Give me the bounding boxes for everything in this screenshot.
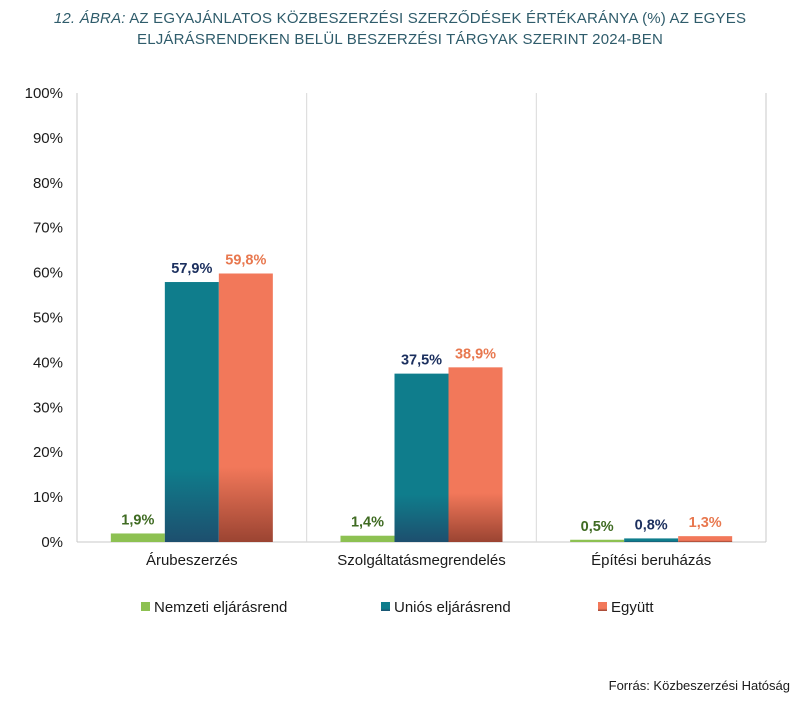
- y-tick-label: 80%: [33, 175, 63, 192]
- category-label: Árubeszerzés: [146, 552, 238, 569]
- data-label: 38,9%: [455, 346, 496, 362]
- y-tick-label: 0%: [41, 534, 63, 551]
- bar: [394, 373, 449, 542]
- data-label: 37,5%: [401, 353, 442, 369]
- data-label: 59,8%: [225, 252, 266, 268]
- chart-title: 12. ÁBRA: AZ EGYAJÁNLATOS KÖZBESZERZÉSI …: [0, 8, 800, 50]
- source-note: Forrás: Közbeszerzési Hatóság: [608, 678, 790, 693]
- bar: [340, 535, 395, 542]
- y-tick-label: 100%: [25, 85, 63, 102]
- bar: [218, 273, 273, 542]
- data-label: 0,8%: [635, 517, 668, 533]
- y-tick-label: 40%: [33, 354, 63, 371]
- data-label: 1,9%: [121, 512, 154, 528]
- y-tick-label: 60%: [33, 265, 63, 282]
- figure-label: 12. ÁBRA:: [53, 10, 126, 27]
- bar: [570, 539, 625, 542]
- legend-swatch: [598, 602, 607, 611]
- legend-swatch: [141, 602, 150, 611]
- y-tick-label: 50%: [33, 310, 63, 327]
- y-tick-label: 20%: [33, 444, 63, 461]
- legend-swatch: [381, 602, 390, 611]
- y-tick-label: 90%: [33, 130, 63, 147]
- data-label: 0,5%: [581, 519, 614, 535]
- bar: [678, 536, 733, 542]
- y-tick-label: 10%: [33, 489, 63, 506]
- bar: [164, 282, 219, 542]
- legend-label: Nemzeti eljárásrend: [154, 599, 287, 616]
- data-label: 57,9%: [171, 261, 212, 277]
- data-label: 1,4%: [351, 515, 384, 531]
- legend-label: Együtt: [611, 599, 654, 616]
- bar: [110, 533, 165, 542]
- data-label: 1,3%: [689, 515, 722, 531]
- category-label: Építési beruházás: [591, 552, 711, 569]
- title-line-1: 12. ÁBRA: AZ EGYAJÁNLATOS KÖZBESZERZÉSI …: [0, 8, 800, 29]
- category-label: Szolgáltatásmegrendelés: [337, 552, 505, 569]
- legend-label: Uniós eljárásrend: [394, 599, 511, 616]
- bar: [448, 367, 503, 542]
- title-line-1-text: AZ EGYAJÁNLATOS KÖZBESZERZÉSI SZERZŐDÉSE…: [129, 10, 747, 27]
- y-tick-label: 70%: [33, 220, 63, 237]
- bar: [624, 538, 679, 542]
- y-tick-label: 30%: [33, 399, 63, 416]
- title-line-2: ELJÁRÁSRENDEKEN BELÜL BESZERZÉSI TÁRGYAK…: [136, 31, 663, 48]
